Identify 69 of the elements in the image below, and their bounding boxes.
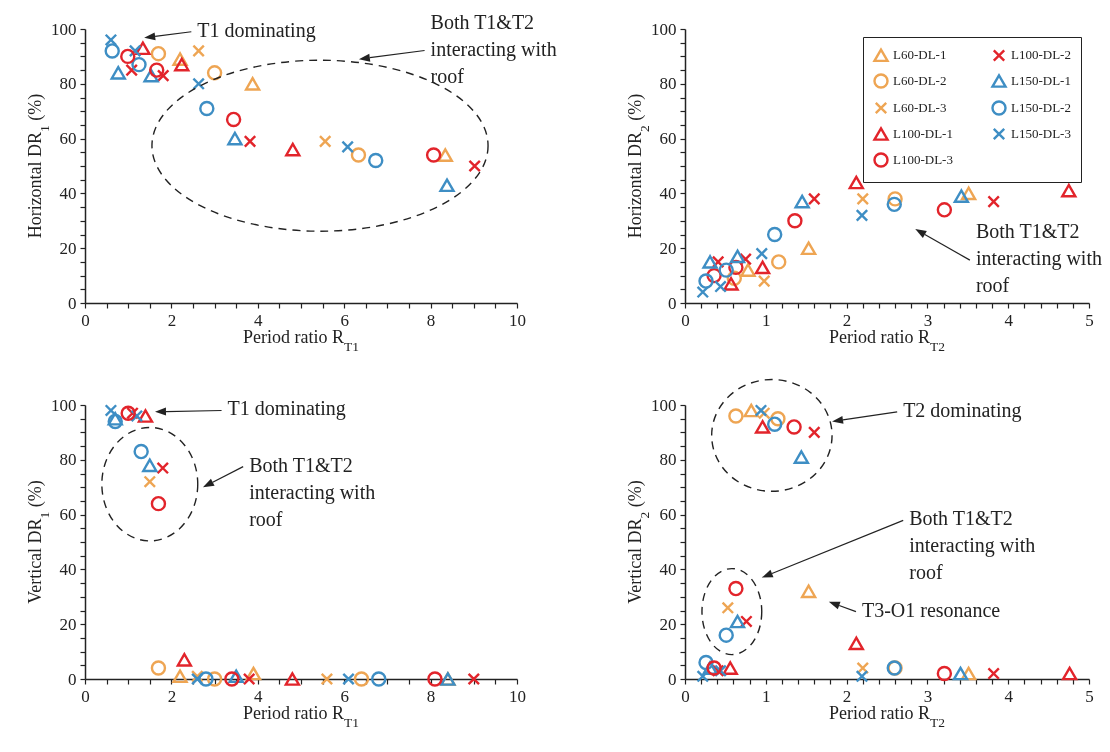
y-tick-label: 100 — [51, 19, 77, 39]
annotation: Both T1&T2 interacting with roof — [909, 506, 1036, 583]
x-tick-label: 4 — [254, 310, 264, 330]
x-tick-label: 8 — [426, 686, 436, 706]
y-tick-label: 40 — [59, 183, 77, 203]
x-tick-label: 6 — [340, 686, 349, 706]
legend-label: L100-DL-2 — [1011, 47, 1071, 63]
annotation: T1 dominating — [227, 397, 346, 421]
legend-label: L150-DL-3 — [1011, 126, 1071, 141]
y-tick-label: 80 — [659, 74, 677, 94]
x-tick-label: 2 — [167, 686, 177, 706]
x-axis-title: Period ratio R$_{T2}$ — [829, 703, 945, 730]
x-axis-title: Period ratio R$_{T1}$ — [243, 327, 359, 354]
x-tick-label: 3 — [923, 310, 933, 330]
legend-label: L150-DL-2 — [1011, 100, 1071, 115]
x-tick-label: 0 — [81, 310, 90, 330]
annotation: Both T1&T2 interacting with roof — [430, 10, 557, 87]
x-tick-label: 10 — [509, 686, 526, 706]
x-tick-label: 4 — [1004, 686, 1014, 706]
legend-label: L100-DL-1 — [893, 126, 953, 141]
x-tick-label: 2 — [842, 686, 852, 706]
y-tick-label: 40 — [659, 559, 677, 579]
x-tick-label: 4 — [254, 686, 264, 706]
y-tick-label: 100 — [51, 395, 77, 415]
x-tick-label: 2 — [842, 310, 852, 330]
annotation: Both T1&T2 interacting with roof — [975, 219, 1102, 296]
y-tick-label: 40 — [59, 559, 77, 579]
y-tick-label: 80 — [59, 450, 77, 470]
x-tick-label: 0 — [681, 686, 690, 706]
x-tick-label: 0 — [681, 310, 690, 330]
annotation: T2 dominating — [903, 398, 1022, 422]
y-tick-label: 100 — [651, 395, 677, 415]
x-tick-label: 5 — [1085, 686, 1094, 706]
x-tick-label: 8 — [426, 310, 436, 330]
y-tick-label: 60 — [659, 129, 677, 149]
y-tick-label: 20 — [59, 238, 77, 258]
y-tick-label: 0 — [668, 669, 677, 689]
x-tick-label: 6 — [340, 310, 349, 330]
legend-label: L100-DL-3 — [893, 152, 953, 167]
annotation: Both T1&T2 interacting with roof — [249, 453, 376, 530]
y-tick-label: 80 — [59, 74, 77, 94]
legend-label: L150-DL-1 — [1011, 73, 1071, 88]
x-tick-label: 2 — [167, 310, 177, 330]
legend-label: L60-DL-2 — [893, 73, 947, 88]
x-axis-title: Period ratio R$_{T1}$ — [243, 703, 359, 730]
x-tick-label: 3 — [923, 686, 933, 706]
x-tick-label: 5 — [1085, 310, 1094, 330]
y-tick-label: 40 — [659, 183, 677, 203]
y-tick-label: 60 — [59, 129, 77, 149]
y-tick-label: 0 — [68, 669, 77, 689]
x-tick-label: 1 — [762, 310, 771, 330]
y-tick-label: 100 — [651, 19, 677, 39]
y-tick-label: 0 — [68, 293, 77, 313]
y-tick-label: 20 — [659, 614, 677, 634]
y-tick-label: 0 — [668, 293, 677, 313]
legend-label: L60-DL-1 — [893, 47, 947, 63]
y-tick-label: 60 — [59, 505, 77, 525]
x-tick-label: 0 — [81, 686, 90, 706]
annotation: T3-O1 resonance — [861, 598, 1001, 621]
y-tick-label: 20 — [659, 238, 677, 258]
annotation: T1 dominating — [197, 18, 316, 42]
x-tick-label: 4 — [1004, 310, 1014, 330]
x-tick-label: 1 — [762, 686, 771, 706]
legend-label: L60-DL-3 — [893, 100, 947, 115]
x-tick-label: 10 — [509, 310, 526, 330]
x-axis-title: Period ratio R$_{T2}$ — [829, 327, 945, 354]
y-tick-label: 60 — [659, 505, 677, 525]
y-tick-label: 20 — [59, 614, 77, 634]
y-tick-label: 80 — [659, 450, 677, 470]
